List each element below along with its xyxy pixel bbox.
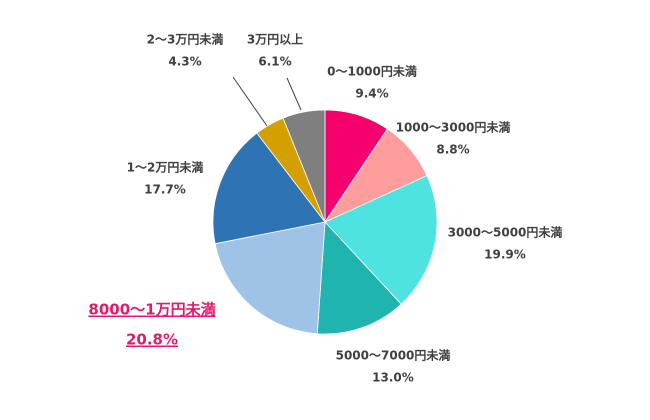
slice-label: 2～3万円未満 — [147, 32, 224, 47]
value-label: 9.4% — [355, 87, 388, 101]
value-label: 8.8% — [436, 143, 469, 157]
pie-slice — [282, 109, 326, 223]
slice-label: 8000～1万円未満 — [88, 301, 215, 319]
pie-slice — [324, 175, 438, 305]
pie-slice — [214, 221, 326, 335]
slice-label: 5000～7000円未満 — [336, 348, 451, 363]
slice-label: 3万円以上 — [247, 32, 303, 47]
leader-line — [286, 77, 302, 111]
leader-line — [232, 76, 268, 127]
pie-slice — [316, 221, 402, 335]
pie-slice — [212, 132, 326, 245]
value-label: 19.9% — [484, 248, 526, 262]
value-label: 20.8% — [126, 331, 178, 349]
slice-label: 0～1000円未満 — [327, 64, 417, 79]
slice-label: 1～2万円未満 — [127, 160, 204, 175]
slice-label: 3000～5000円未満 — [448, 225, 563, 240]
value-label: 4.3% — [168, 55, 201, 69]
value-label: 6.1% — [258, 55, 291, 69]
slice-label: 1000～3000円未満 — [396, 120, 511, 135]
value-label: 13.0% — [372, 371, 414, 385]
value-label: 17.7% — [144, 183, 186, 197]
